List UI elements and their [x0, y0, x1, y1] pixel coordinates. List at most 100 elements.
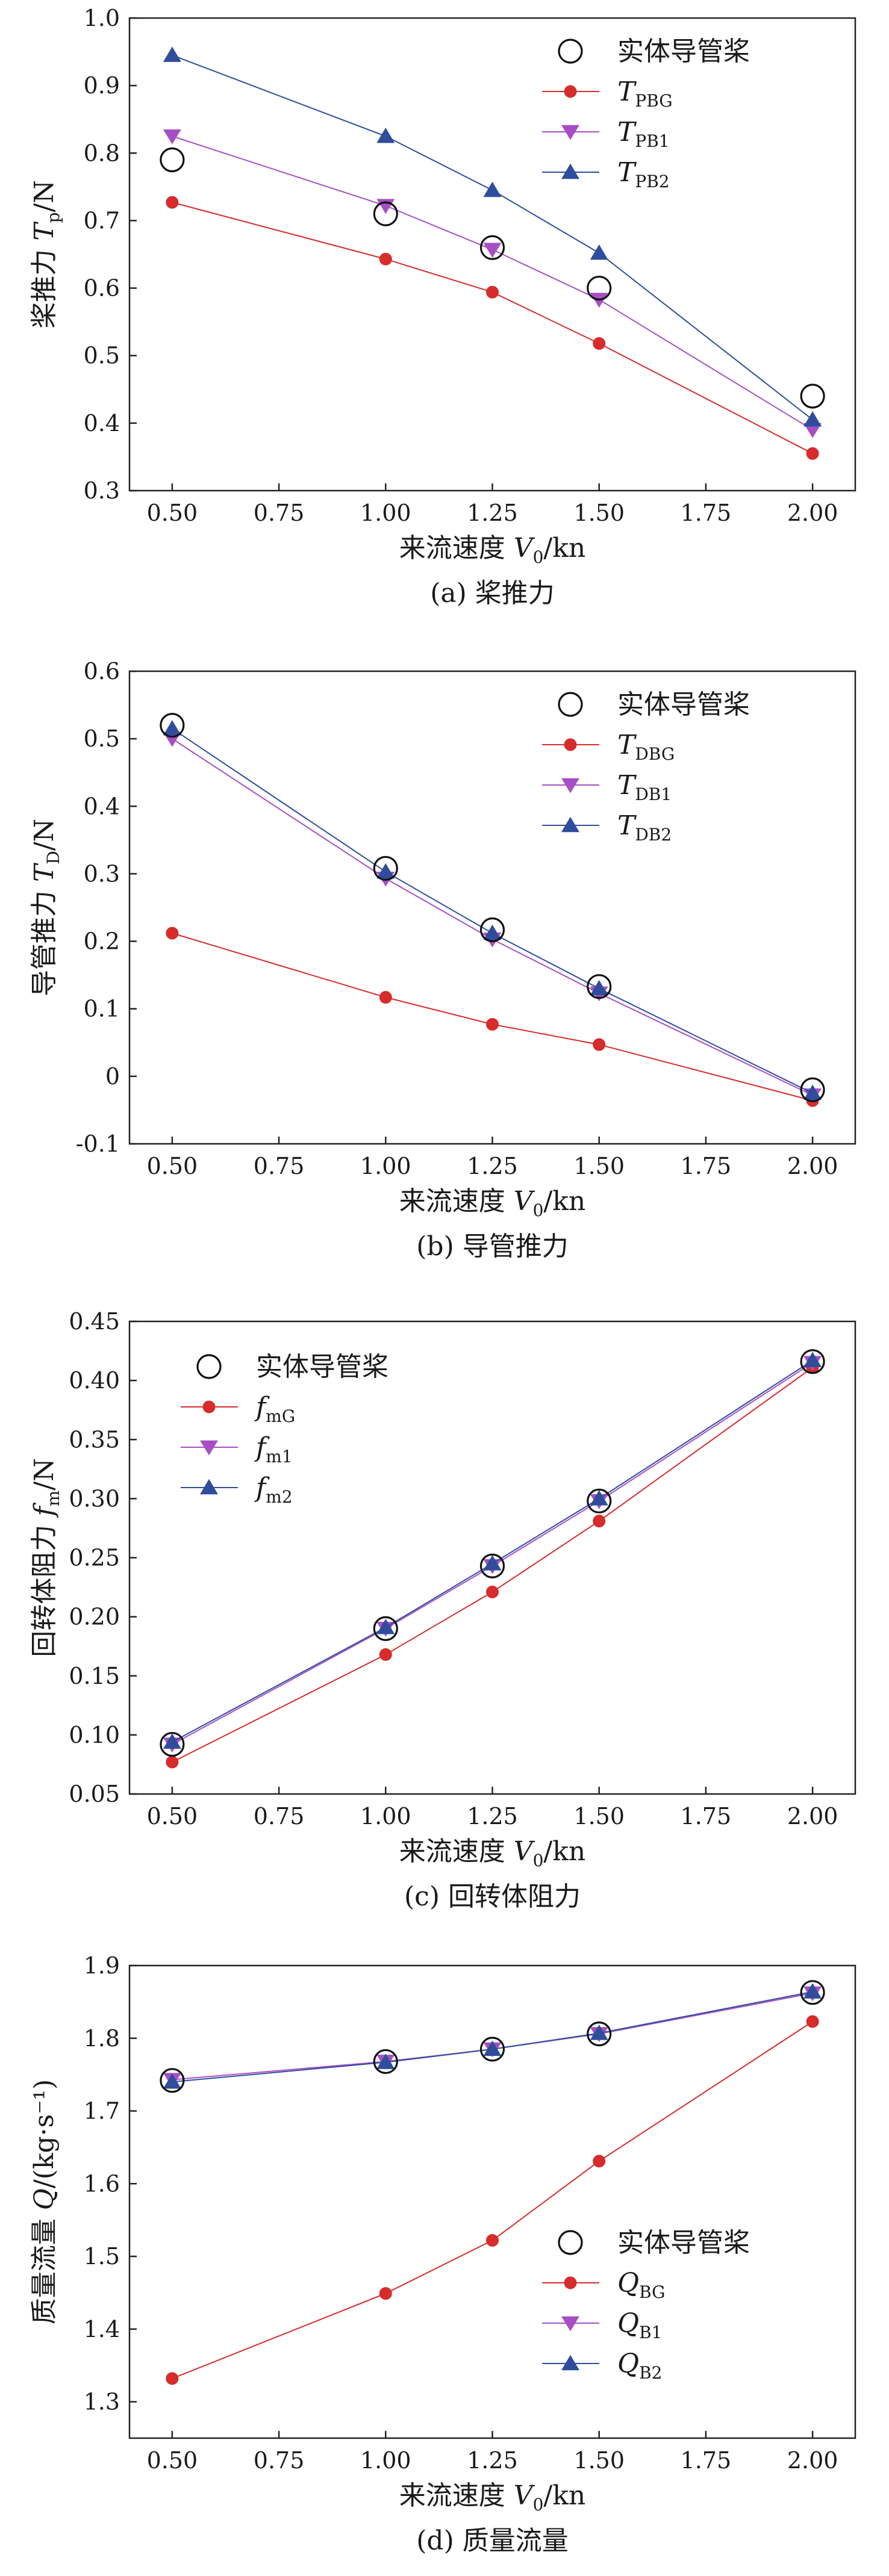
reference-point — [587, 275, 612, 301]
y-tick-label: 0.6 — [84, 275, 120, 302]
x-tick-label: 2.00 — [787, 2447, 838, 2474]
data-point-PB2 — [376, 128, 395, 143]
y-tick-label: 0.2 — [84, 928, 120, 955]
y-tick-label: 0.4 — [84, 793, 120, 819]
x-tick-label: 1.00 — [360, 2447, 411, 2474]
y-tick-label: 1.4 — [84, 2316, 120, 2342]
data-point-PB1 — [803, 423, 822, 438]
plot-frame — [128, 670, 856, 1145]
x-tick-label: 2.00 — [787, 1153, 838, 1179]
legend-reference-label: 实体导管桨 — [617, 2227, 750, 2258]
y-tick-label: 1.8 — [84, 2025, 120, 2052]
legend-marker-B1 — [561, 2316, 579, 2332]
reference-point — [160, 147, 185, 173]
y-tick-label: 0.3 — [84, 477, 120, 504]
legend-reference-label: 实体导管桨 — [617, 36, 750, 67]
x-tick-label: 1.50 — [573, 1803, 625, 1830]
legend-label-PB2: TPB2 — [617, 157, 670, 191]
reference-point — [160, 1731, 185, 1757]
data-point-m2 — [376, 1619, 395, 1634]
legend-marker-m2 — [200, 1479, 218, 1495]
y-axis-label: 桨推力 Tp/N — [29, 180, 63, 329]
legend-marker-DB2 — [561, 816, 579, 833]
x-tick-label: 0.75 — [254, 500, 305, 526]
data-point-PBG — [806, 447, 819, 460]
y-tick-label: 0.45 — [69, 1308, 120, 1335]
reference-point — [587, 974, 612, 999]
data-point-BG — [806, 2015, 819, 2028]
legend-label-BG: QBG — [617, 2268, 666, 2302]
reference-point — [800, 1349, 825, 1374]
legend-marker-BG — [564, 2276, 577, 2289]
x-tick-label: 0.75 — [254, 1803, 305, 1830]
x-tick-label: 1.00 — [360, 1153, 411, 1179]
figure-caption: (c) 回转体阻力 — [404, 1881, 581, 1912]
legend: 实体导管桨 fmG fm1 fm2 — [181, 1352, 388, 1507]
reference-point — [160, 713, 185, 738]
data-point-BG — [593, 2155, 606, 2168]
series-line-PBG — [172, 202, 813, 455]
legend-reference-label: 实体导管桨 — [617, 689, 750, 720]
y-tick-label: 0.40 — [69, 1367, 120, 1394]
legend-label-PBG: TPBG — [617, 76, 673, 111]
y-tick-label: 1.0 — [84, 5, 120, 31]
x-tick-label: 0.50 — [147, 500, 198, 526]
legend-label-DB1: TDB1 — [617, 770, 672, 804]
x-tick-label: 1.75 — [681, 500, 732, 526]
reference-point — [479, 917, 505, 943]
reference-point — [587, 2021, 612, 2047]
chart-panel-b: 0.50 0.75 1.00 1.25 1.50 1.75 2.00 -0.1 0 0.1 0.2 0… — [29, 658, 856, 1262]
legend-marker-PB1 — [561, 125, 579, 140]
reference-point — [800, 383, 825, 409]
data-point-BG — [166, 2372, 179, 2385]
x-tick-label: 2.00 — [787, 500, 838, 526]
figure-caption: (a) 桨推力 — [430, 578, 555, 609]
chart-panel-a: 0.50 0.75 1.00 1.25 1.50 1.75 2.00 0.3 0.4 0.5 0.6… — [29, 5, 856, 609]
legend-marker-m1 — [200, 1440, 218, 1456]
series-line-BG — [172, 2021, 813, 2379]
y-tick-label: 0.5 — [84, 725, 120, 752]
y-tick-label: 0 — [105, 1063, 120, 1090]
y-tick-label: 1.9 — [84, 1952, 120, 1979]
y-tick-label: 0.8 — [84, 140, 120, 166]
legend-label-m1: fm1 — [254, 1432, 293, 1466]
x-tick-label: 0.50 — [147, 1803, 198, 1830]
legend-marker-mG — [202, 1400, 216, 1414]
data-point-DBG — [379, 991, 392, 1004]
chart-panel-d: 0.50 0.75 1.00 1.25 1.50 1.75 2.00 1.3 1.4 1.5 1.6… — [29, 1952, 856, 2556]
data-point-PB2 — [590, 244, 608, 260]
x-tick-label: 1.00 — [360, 500, 411, 526]
reference-point — [160, 2068, 185, 2093]
series-line-PB1 — [172, 135, 813, 430]
reference-point — [373, 2049, 398, 2075]
data-point-DB2 — [376, 863, 395, 879]
x-tick-label: 1.75 — [681, 2447, 732, 2474]
legend-reference-marker — [196, 1354, 222, 1379]
y-tick-label: 0.35 — [69, 1426, 120, 1453]
data-point-B2 — [590, 2025, 608, 2040]
legend: 实体导管桨 TPBG TPB1 TPB2 — [542, 36, 750, 191]
y-tick-label: 1.7 — [84, 2098, 120, 2124]
figure-caption: (b) 导管推力 — [416, 1231, 568, 1262]
y-tick-label: 0.05 — [69, 1781, 120, 1807]
x-axis-label: 来流速度 V0/kn — [399, 1186, 585, 1220]
data-point-PB2 — [163, 46, 181, 62]
series-line-PB2 — [172, 54, 813, 421]
data-point-DBG — [593, 1038, 606, 1051]
data-point-m2 — [163, 1733, 181, 1749]
legend-reference-label: 实体导管桨 — [256, 1352, 388, 1382]
legend-marker-PB2 — [561, 163, 579, 179]
legend-label-B2: QB2 — [617, 2348, 662, 2383]
x-tick-label: 0.75 — [254, 1153, 305, 1179]
x-tick-label: 0.50 — [147, 2447, 198, 2474]
data-point-B2 — [803, 1983, 822, 1999]
data-point-PB2 — [803, 411, 822, 427]
y-tick-label: 1.5 — [84, 2243, 120, 2270]
legend-label-DB2: TDB2 — [617, 810, 672, 845]
x-tick-label: 0.75 — [254, 2447, 305, 2474]
data-point-B2 — [376, 2053, 395, 2069]
data-point-PB2 — [483, 181, 502, 197]
reference-point — [479, 2037, 505, 2062]
x-tick-label: 1.25 — [467, 2447, 518, 2474]
